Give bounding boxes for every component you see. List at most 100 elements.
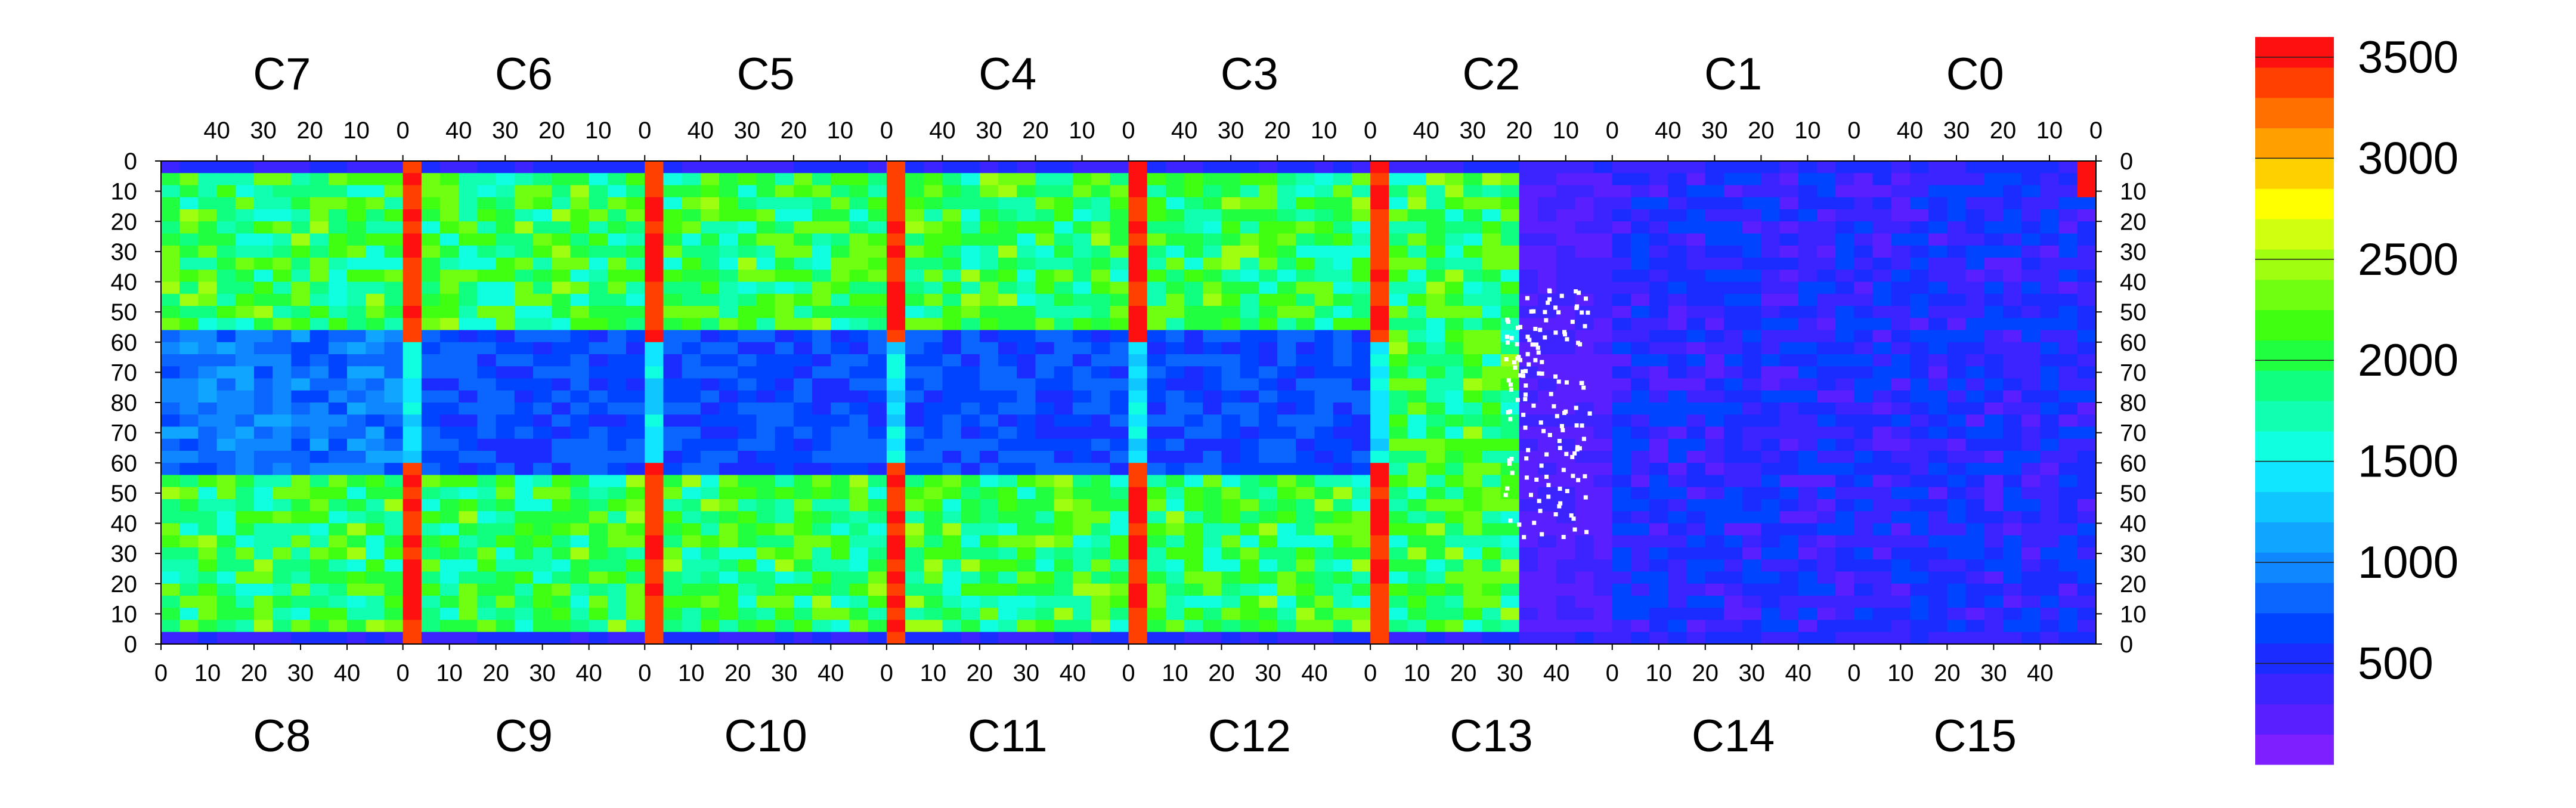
heatmap-cell: [1649, 209, 1668, 222]
heatmap-cell: [1407, 161, 1427, 174]
heatmap-cell: [868, 366, 887, 379]
heatmap-cell: [1203, 620, 1222, 633]
heatmap-cell: [812, 281, 831, 295]
heatmap-cell: [496, 342, 515, 355]
heatmap-cell: [1500, 547, 1520, 560]
heatmap-cell: [1519, 451, 1538, 463]
heatmap-cell: [216, 233, 236, 246]
heatmap-cell: [309, 330, 329, 343]
heatmap-cell: [1389, 354, 1408, 367]
heatmap-cell: [1482, 596, 1501, 608]
heatmap-cell: [273, 233, 292, 246]
heatmap-cell: [1091, 293, 1110, 307]
heatmap-cell: [198, 173, 218, 186]
heatmap-cell: [1965, 463, 1985, 476]
heatmap-cell: [589, 414, 608, 428]
heatmap-cell: [421, 487, 441, 500]
heatmap-cell: [1928, 403, 1948, 415]
heatmap-cell: [2021, 330, 2041, 343]
heatmap-cell: [1854, 330, 1874, 343]
heatmap-cell: [1463, 293, 1482, 307]
heatmap-cell: [1686, 366, 1706, 379]
heatmap-cell: [1444, 426, 1464, 439]
heatmap-cell: [589, 293, 608, 307]
heatmap-cell: [570, 487, 590, 500]
heatmap-cell: [1649, 571, 1668, 584]
heatmap-cell: [570, 571, 590, 584]
heatmap-cell: [1147, 330, 1166, 343]
heatmap-cell: [2040, 221, 2060, 234]
heatmap-cell: [1742, 511, 1761, 524]
heatmap-cell: [366, 366, 385, 379]
heatmap-cell: [719, 559, 738, 572]
heatmap-cell: [161, 209, 180, 222]
heatmap-cell: [1798, 596, 1818, 608]
heatmap-cell: [1630, 270, 1650, 283]
heatmap-cell: [1965, 559, 1985, 572]
heatmap-cell: [1909, 475, 1929, 488]
heatmap-cell: [198, 403, 218, 415]
heatmap-cell: [775, 596, 794, 608]
heatmap-cell: [1537, 342, 1557, 355]
heatmap-cell: [1630, 281, 1650, 295]
heatmap-cell: [793, 293, 813, 307]
heatmap-cell: [849, 293, 869, 307]
heatmap-cell: [309, 403, 329, 415]
heatmap-cell: [682, 583, 701, 596]
heatmap-cell: [1296, 631, 1315, 645]
dead-pixel: [1546, 494, 1551, 499]
heatmap-cell: [1816, 475, 1836, 488]
heatmap-cell: [682, 463, 701, 476]
heatmap-cell: [1854, 293, 1874, 307]
heatmap-cell: [645, 547, 664, 560]
heatmap-cell: [477, 414, 497, 428]
heatmap-cell: [2040, 330, 2060, 343]
heatmap-cell: [440, 293, 459, 307]
heatmap-cell: [1686, 197, 1706, 210]
heatmap-cell: [421, 631, 441, 645]
heatmap-cell: [459, 523, 478, 536]
heatmap-cell: [1500, 173, 1520, 186]
heatmap-cell: [1593, 438, 1613, 451]
heatmap-cell: [1035, 270, 1055, 283]
heatmap-cell: [1147, 390, 1166, 403]
heatmap-cell: [831, 197, 850, 210]
heatmap-cell: [328, 475, 348, 488]
heatmap-cell: [589, 451, 608, 463]
heatmap-cell: [1333, 318, 1352, 331]
heatmap-cell: [1351, 403, 1371, 415]
heatmap-cell: [1351, 378, 1371, 391]
heatmap-cell: [1147, 547, 1166, 560]
heatmap-cell: [1835, 221, 1854, 234]
dead-pixel: [1532, 521, 1537, 525]
heatmap-cell: [477, 535, 497, 548]
heatmap-cell: [812, 221, 831, 234]
heatmap-cell: [775, 330, 794, 343]
heatmap-cell: [216, 547, 236, 560]
heatmap-cell: [1426, 559, 1445, 572]
heatmap-cell: [291, 173, 311, 186]
heatmap-cell: [1928, 559, 1948, 572]
heatmap-cell: [1742, 487, 1761, 500]
heatmap-cell: [1370, 487, 1389, 500]
heatmap-cell: [1091, 571, 1110, 584]
dead-pixel: [1549, 392, 1553, 397]
heatmap-cell: [1835, 583, 1854, 596]
heatmap-cell: [1612, 270, 1631, 283]
heatmap-cell: [1314, 559, 1334, 572]
heatmap-cell: [961, 209, 980, 222]
heatmap-cell: [1258, 438, 1278, 451]
heatmap-cell: [700, 258, 720, 270]
heatmap-cell: [1612, 535, 1631, 548]
heatmap-cell: [198, 390, 218, 403]
heatmap-cell: [1407, 414, 1427, 428]
heatmap-cell: [1705, 596, 1724, 608]
dead-pixel: [1525, 296, 1530, 301]
heatmap-cell: [1110, 209, 1129, 222]
heatmap-cell: [273, 620, 292, 633]
heatmap-cell: [1389, 270, 1408, 283]
heatmap-cell: [421, 438, 441, 451]
heatmap-cell: [1258, 403, 1278, 415]
heatmap-cell: [2002, 330, 2022, 343]
heatmap-cell: [1630, 197, 1650, 210]
